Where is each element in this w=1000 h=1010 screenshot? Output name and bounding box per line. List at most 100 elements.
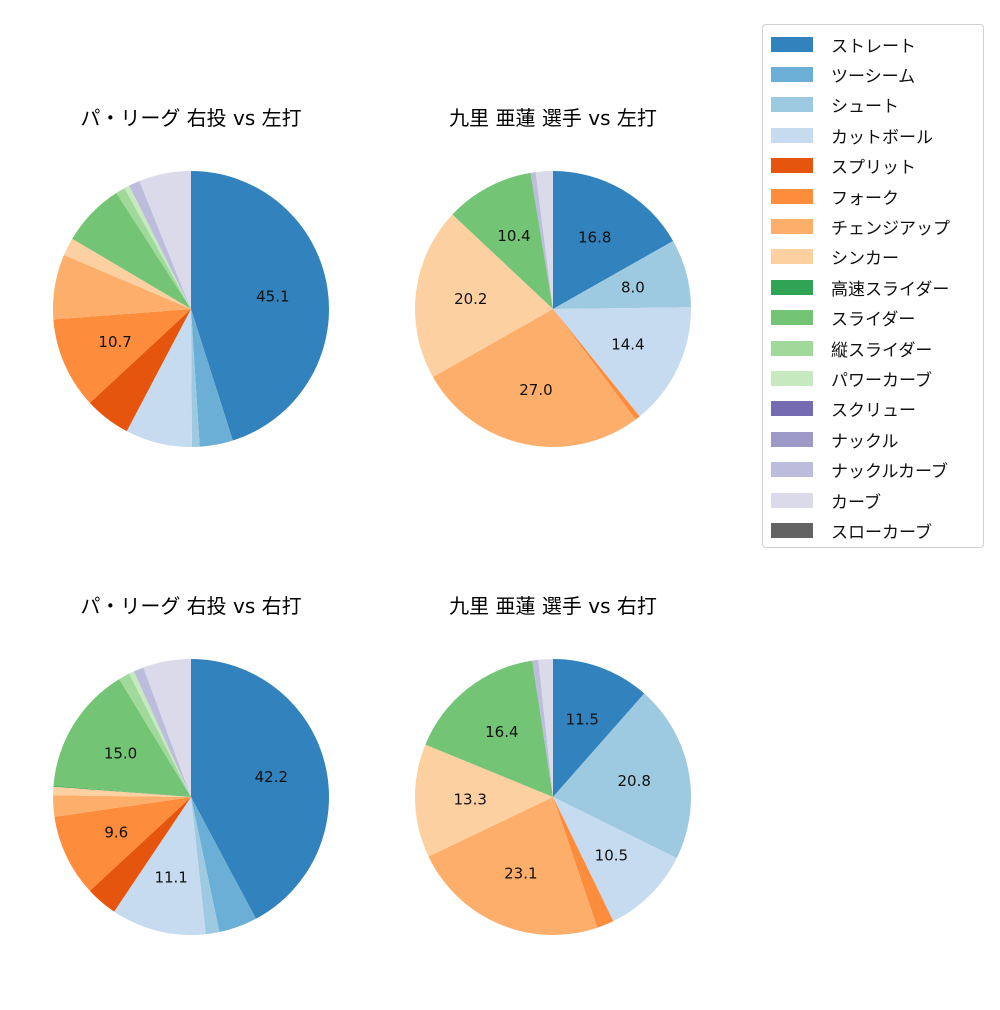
legend-label: チェンジアップ xyxy=(831,218,950,239)
legend-label: カーブ xyxy=(831,492,881,513)
legend-label: ナックルカーブ xyxy=(831,462,948,483)
pie-slice xyxy=(553,241,691,309)
slice-value-label: 42.2 xyxy=(255,768,288,786)
pie-slice xyxy=(133,667,191,797)
legend-item: ナックルカーブ xyxy=(771,459,948,483)
slice-value-label: 27.0 xyxy=(519,381,552,399)
legend-item: スクリュー xyxy=(771,398,916,421)
pie-slice xyxy=(553,659,645,797)
slice-value-label: 23.1 xyxy=(504,864,537,882)
pie-slice xyxy=(191,659,329,919)
legend-label: シュート xyxy=(831,97,899,118)
pie-slice xyxy=(53,786,191,797)
legend-item: スローカーブ xyxy=(771,519,932,543)
pie-slice xyxy=(124,185,191,309)
pie-chart: 16.8 8.0 14.4 27.0 20.2 10.4 xyxy=(415,171,691,447)
legend-item: ナックル xyxy=(771,428,899,452)
legend-item: 縦スライダー xyxy=(771,337,933,361)
legend-swatch xyxy=(771,431,813,447)
legend-label: ツーシーム xyxy=(831,66,916,87)
pie-chart: 45.1 10.7 xyxy=(53,171,329,447)
slice-value-label: 20.8 xyxy=(618,772,651,790)
legend-item: ツーシーム xyxy=(771,63,916,87)
chart-title: パ・リーグ 右投 vs 右打 xyxy=(80,594,302,618)
legend-swatch xyxy=(771,127,813,143)
legend-swatch xyxy=(771,36,813,52)
pie-slice xyxy=(126,309,192,447)
legend-label: スライダー xyxy=(831,310,916,331)
slice-value-label: 8.0 xyxy=(621,278,645,296)
legend-swatch xyxy=(771,310,813,326)
pie-slice xyxy=(452,172,553,309)
legend-label: スプリット xyxy=(831,158,916,179)
pie-slice xyxy=(553,693,691,859)
pie-slice xyxy=(53,785,191,797)
pie-slice xyxy=(191,797,256,933)
pie-slice xyxy=(415,744,553,857)
legend-swatch xyxy=(771,522,813,538)
pie-chart: 42.2 11.1 9.6 15.0 xyxy=(53,659,329,935)
legend-item: 高速スライダー xyxy=(771,276,950,300)
pie-panel-league-vs-right: パ・リーグ 右投 vs 右打 42.2 11.1 9.6 15.0 xyxy=(21,590,361,1010)
pie-slice xyxy=(139,171,191,309)
pie-slice xyxy=(553,307,691,417)
pie-slice xyxy=(89,797,191,912)
pie-slice xyxy=(553,797,614,928)
legend-label: スローカーブ xyxy=(831,522,932,543)
legend-item: スライダー xyxy=(771,307,916,331)
legend-swatch xyxy=(771,218,813,234)
pie-slice xyxy=(532,659,553,797)
slice-value-label: 9.6 xyxy=(104,824,128,842)
legend-item: フォーク xyxy=(771,185,899,209)
legend-swatch xyxy=(771,401,813,417)
legend-swatch xyxy=(771,188,813,204)
legend-swatch xyxy=(771,340,813,356)
pie-slice xyxy=(53,309,191,403)
pie-slice xyxy=(143,659,191,797)
legend-label: カットボール xyxy=(831,127,933,148)
legend-item: スプリット xyxy=(771,155,916,179)
pie-slice xyxy=(191,309,200,447)
legend: ストレート ツーシーム シュート カットボール スプリット フォーク チェンジアップ シンカー… xyxy=(762,24,984,548)
slice-value-label: 16.8 xyxy=(578,228,611,246)
pie-slice xyxy=(428,797,598,935)
legend-label: パワーカーブ xyxy=(831,370,932,391)
chart-title: 九里 亜蓮 選手 vs 左打 xyxy=(449,106,657,130)
slice-value-label: 16.4 xyxy=(485,723,518,741)
pie-slice xyxy=(64,238,191,309)
legend-item: カットボール xyxy=(771,124,933,148)
pie-slice xyxy=(129,671,191,797)
slice-value-label: 10.4 xyxy=(497,227,530,245)
pie-slice xyxy=(53,795,191,817)
legend-label: フォーク xyxy=(831,188,899,209)
slice-value-label: 14.4 xyxy=(611,335,644,353)
pie-panel-player-vs-right: 九里 亜蓮 選手 vs 右打 11.5 20.8 10.5 23.1 13.3 16.4 xyxy=(383,590,723,1010)
pie-slice xyxy=(538,659,553,797)
pie-slice xyxy=(191,309,233,447)
legend-item: シンカー xyxy=(771,246,899,269)
slice-value-label: 10.7 xyxy=(98,333,131,351)
legend-item: シュート xyxy=(771,94,899,118)
pie-slice xyxy=(535,171,553,309)
pie-chart: 11.5 20.8 10.5 23.1 13.3 16.4 xyxy=(415,659,691,935)
slice-value-label: 10.5 xyxy=(595,847,628,865)
pie-slice xyxy=(191,797,220,935)
pie-slice xyxy=(53,679,192,797)
legend-swatch xyxy=(771,66,813,82)
slice-value-label: 11.5 xyxy=(566,711,599,729)
pie-slice xyxy=(72,192,191,309)
chart-title: パ・リーグ 右投 vs 左打 xyxy=(80,106,302,130)
legend-swatch xyxy=(771,279,813,295)
legend-swatch xyxy=(771,97,813,113)
pie-slice xyxy=(553,171,674,309)
pie-slice xyxy=(425,660,553,797)
legend-label: 高速スライダー xyxy=(831,279,950,300)
legend-label: ナックル xyxy=(831,431,899,452)
legend-swatch xyxy=(771,370,813,386)
legend-label: 縦スライダー xyxy=(831,340,933,361)
pie-slice xyxy=(114,797,206,935)
slice-value-label: 13.3 xyxy=(454,790,487,808)
pie-slice xyxy=(415,214,553,377)
chart-title: 九里 亜蓮 選手 vs 右打 xyxy=(449,594,657,618)
legend-swatch xyxy=(771,249,813,265)
